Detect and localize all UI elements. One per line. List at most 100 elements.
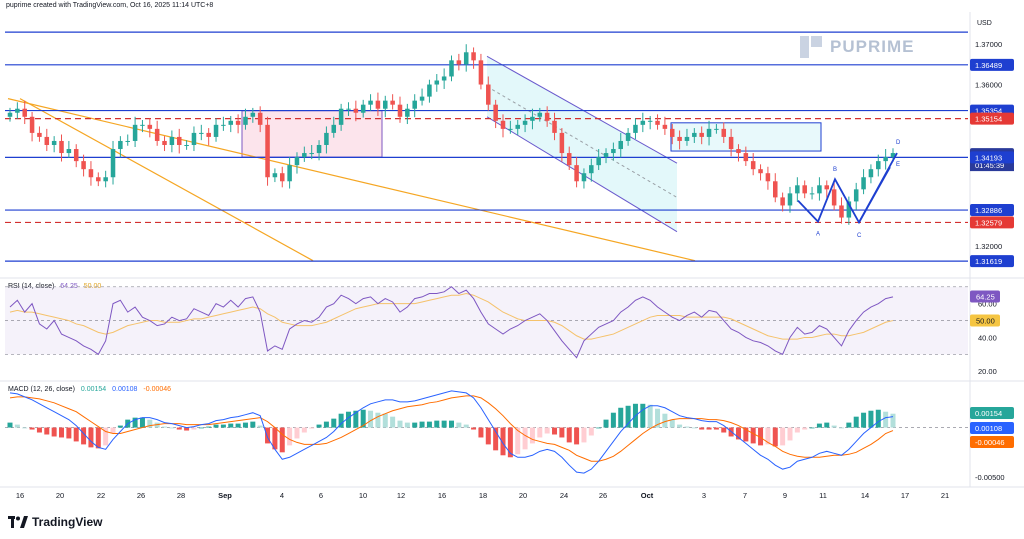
- x-tick-label: 28: [177, 491, 185, 500]
- candle-body: [427, 84, 432, 97]
- tradingview-icon: [8, 516, 28, 528]
- macd-histogram-bar: [831, 425, 837, 428]
- macd-histogram-bar: [169, 427, 175, 429]
- candle-body: [199, 132, 204, 134]
- macd-histogram-bar: [81, 427, 87, 445]
- candle-body: [243, 116, 248, 125]
- macd-histogram-bar: [824, 422, 830, 428]
- candle-body: [647, 120, 653, 122]
- macd-histogram-bar: [647, 404, 653, 428]
- candle-body: [736, 149, 741, 154]
- macd-histogram-bar: [890, 413, 896, 428]
- macd-histogram-bar: [750, 427, 756, 444]
- brand-watermark: PUPRIME: [798, 34, 914, 60]
- candle-body: [456, 60, 462, 65]
- rsi-value-box: [970, 290, 1000, 303]
- candle-body: [743, 153, 749, 162]
- candle-body: [162, 140, 167, 145]
- candle-body: [544, 112, 550, 121]
- macd-histogram-bar: [478, 427, 484, 438]
- candle-body: [684, 136, 690, 141]
- macd-histogram-bar: [758, 427, 764, 446]
- x-tick-label: 6: [319, 491, 323, 500]
- macd-histogram-bar: [272, 427, 278, 450]
- macd-histogram-bar: [787, 427, 793, 441]
- macd-histogram-bar: [162, 426, 168, 428]
- candle-body: [596, 157, 601, 166]
- price-label-box: [970, 204, 1014, 217]
- candle-body: [257, 112, 263, 125]
- tradingview-logo: TradingView: [8, 515, 102, 529]
- currency-label: USD: [977, 20, 992, 27]
- price-label: 1.35354: [975, 107, 1002, 116]
- macd-histogram-bar: [59, 427, 65, 438]
- macd-histogram-bar: [691, 427, 697, 429]
- macd-histogram-bar: [669, 419, 675, 428]
- rsi-tick-label: 20.00: [978, 367, 997, 376]
- candle-body: [589, 165, 594, 174]
- macd-histogram-bar: [412, 422, 418, 428]
- candle-body: [213, 124, 219, 137]
- candle-body: [29, 116, 35, 133]
- macd-histogram-bar: [493, 427, 499, 451]
- macd-histogram-bar: [456, 422, 462, 428]
- macd-histogram-bar: [22, 427, 28, 429]
- price-label-box: [970, 216, 1014, 229]
- candle-body: [522, 120, 528, 125]
- macd-histogram-bar: [147, 419, 153, 428]
- x-tick-label: 4: [280, 491, 284, 500]
- candle-body: [846, 201, 852, 218]
- candle-body: [640, 120, 646, 125]
- candle-body: [154, 128, 160, 141]
- candle-body: [294, 157, 300, 166]
- range-box: [670, 122, 822, 152]
- macd-histogram-bar: [735, 427, 741, 440]
- macd-histogram-bar: [471, 427, 477, 430]
- macd-histogram-bar: [220, 424, 226, 428]
- macd-histogram-bar: [404, 422, 410, 428]
- macd-histogram-bar: [338, 413, 344, 428]
- macd-histogram-bar: [588, 427, 594, 436]
- macd-histogram-bar: [838, 427, 844, 429]
- price-tick-label: 1.36000: [975, 81, 1002, 90]
- macd-value-label: 0.00108: [975, 424, 1002, 433]
- macd-histogram-bar: [73, 427, 79, 442]
- macd-histogram-bar: [382, 413, 388, 428]
- rsi-value-label: 50.00: [976, 317, 995, 326]
- macd-histogram-bar: [323, 421, 329, 428]
- candle-body: [147, 124, 153, 129]
- descending-channel-fill: [487, 56, 677, 232]
- macd-histogram-bar: [191, 427, 197, 430]
- macd-histogram-bar: [360, 409, 366, 428]
- macd-histogram-bar: [316, 424, 322, 428]
- candle-body: [890, 153, 896, 158]
- candle-body: [787, 193, 793, 206]
- candle-body: [795, 185, 800, 194]
- macd-histogram-bar: [309, 427, 315, 429]
- candle-body: [861, 177, 866, 190]
- macd-histogram-bar: [544, 427, 550, 434]
- macd-histogram-bar: [537, 427, 543, 438]
- macd-histogram-bar: [279, 427, 285, 453]
- candle-body: [478, 60, 484, 85]
- price-label-box: [970, 151, 1014, 164]
- macd-histogram-bar: [816, 423, 822, 428]
- pattern-label-e: E: [896, 162, 900, 168]
- macd-histogram-bar: [36, 427, 42, 433]
- macd-histogram-bar: [88, 427, 94, 448]
- candle-body: [463, 52, 469, 65]
- candle-body: [508, 128, 513, 130]
- candle-body: [662, 124, 668, 129]
- candle-body: [279, 173, 285, 182]
- macd-histogram-bar: [51, 427, 57, 437]
- macd-histogram-bar: [353, 410, 359, 428]
- candle-body: [88, 169, 94, 178]
- macd-histogram-bar: [765, 427, 771, 445]
- macd-hist-legend-value: 0.00154: [80, 386, 107, 393]
- candle-body: [633, 124, 638, 133]
- macd-histogram-bar: [184, 427, 190, 431]
- macd-histogram-bar: [132, 417, 138, 428]
- macd-legend: MACD (12, 26, close) 0.00154 0.00108 -0.…: [8, 386, 175, 393]
